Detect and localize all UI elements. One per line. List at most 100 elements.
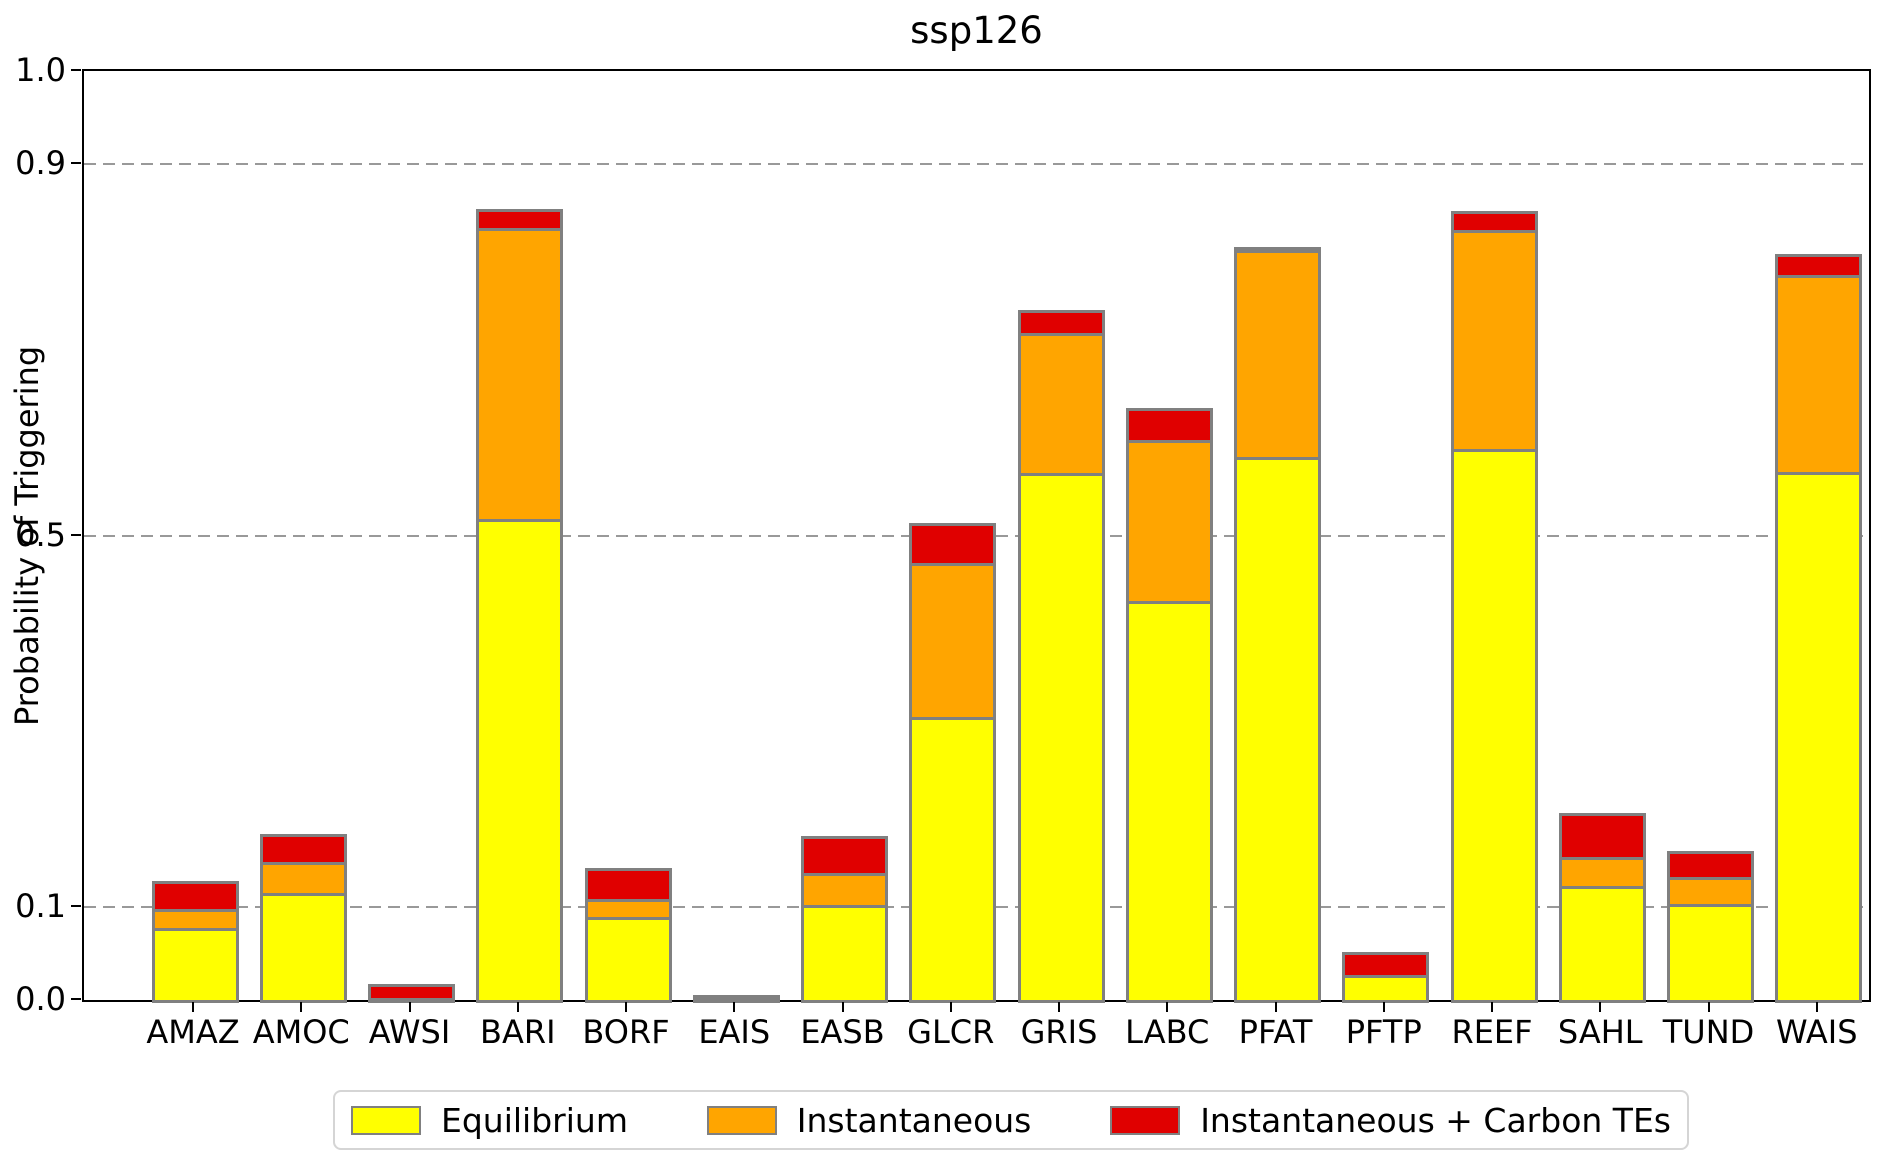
bar-segment-LABC-instantaneous (1125, 436, 1213, 605)
bar-AMOC (259, 71, 347, 1003)
bar-BORF (584, 71, 672, 1003)
bar-segment-AMOC-equilibrium (259, 890, 347, 1003)
chart-title: ssp126 (910, 8, 1043, 52)
y-tick-label-0.5: 0.5 (15, 515, 66, 554)
x-tick-mark-AWSI (408, 1002, 411, 1012)
bar-segment-SAHL-equilibrium (1558, 882, 1646, 1003)
bar-segment-SAHL-instantaneous-carbon-tes (1558, 813, 1646, 860)
bar-segment-BORF-instantaneous-carbon-tes (584, 867, 672, 902)
legend-color-patch (1110, 1105, 1181, 1135)
bar-segment-WAIS-instantaneous-carbon-tes (1775, 253, 1863, 279)
plot-area (82, 69, 1871, 1003)
x-tick-label-EASB: EASB (800, 1013, 885, 1051)
y-tick-mark-0.9 (71, 161, 81, 164)
x-tick-label-GRIS: GRIS (1020, 1013, 1098, 1051)
x-tick-label-PFAT: PFAT (1238, 1013, 1313, 1051)
bar-segment-EAIS-instantaneous-carbon-tes (692, 995, 780, 1002)
bar-segment-PFTP-instantaneous-carbon-tes (1342, 952, 1430, 978)
x-tick-label-BORF: BORF (582, 1013, 670, 1051)
x-tick-label-WAIS: WAIS (1775, 1013, 1858, 1051)
x-tick-label-PFTP: PFTP (1345, 1013, 1422, 1051)
x-tick-mark-LABC (1166, 1002, 1169, 1012)
bar-segment-LABC-instantaneous-carbon-tes (1125, 408, 1213, 443)
bar-segment-REEF-instantaneous (1450, 226, 1538, 453)
x-tick-label-AWSI: AWSI (368, 1013, 451, 1051)
bar-segment-GLCR-instantaneous-carbon-tes (909, 523, 997, 567)
x-tick-label-EAIS: EAIS (698, 1013, 771, 1051)
bar-segment-GRIS-instantaneous (1017, 330, 1105, 477)
x-tick-mark-EASB (841, 1002, 844, 1012)
x-tick-label-TUND: TUND (1662, 1013, 1755, 1051)
bar-segment-GRIS-instantaneous-carbon-tes (1017, 309, 1105, 336)
x-tick-mark-AMAZ (192, 1002, 194, 1012)
legend-item-instantaneous: Instantaneous (706, 1100, 1032, 1140)
x-tick-mark-WAIS (1815, 1002, 1818, 1012)
bar-PFTP (1342, 71, 1430, 1003)
bar-segment-TUND-equilibrium (1667, 901, 1754, 1003)
x-tick-mark-AMOC (300, 1002, 303, 1012)
bar-segment-PFAT-instantaneous-carbon-tes (1234, 247, 1321, 254)
x-tick-mark-BARI (516, 1002, 519, 1012)
bar-segment-EASB-instantaneous (801, 869, 888, 909)
y-tick-mark-1.0 (71, 69, 81, 71)
y-tick-label-0.1: 0.1 (15, 887, 66, 926)
bar-segment-AMAZ-equilibrium (151, 924, 239, 1003)
bar-segment-LABC-equilibrium (1125, 598, 1213, 1003)
bar-TUND (1667, 71, 1754, 1003)
y-tick-mark-0.0 (71, 998, 81, 1000)
x-tick-label-AMOC: AMOC (252, 1013, 350, 1051)
y-tick-label-0.9: 0.9 (15, 143, 66, 182)
legend: Equilibrium Instantaneous Instantaneous + … (333, 1090, 1689, 1150)
y-tick-mark-0.5 (71, 533, 81, 536)
bar-SAHL (1558, 71, 1646, 1003)
bar-segment-REEF-instantaneous-carbon-tes (1450, 211, 1538, 233)
bar-GLCR (909, 71, 997, 1003)
bar-segment-GLCR-instantaneous (909, 560, 997, 720)
x-tick-mark-PFAT (1274, 1002, 1277, 1012)
legend-color-patch (706, 1105, 777, 1135)
x-tick-label-LABC: LABC (1125, 1013, 1210, 1051)
x-tick-mark-SAHL (1599, 1002, 1602, 1012)
x-tick-mark-GRIS (1058, 1002, 1060, 1012)
bar-segment-BARI-instantaneous (476, 225, 564, 522)
bar-segment-PFAT-equilibrium (1234, 454, 1321, 1003)
bar-segment-AMAZ-instantaneous-carbon-tes (151, 880, 239, 912)
bar-EASB (801, 71, 888, 1003)
x-tick-mark-TUND (1707, 1002, 1710, 1012)
bar-AWSI (368, 71, 455, 1003)
legend-color-patch (351, 1105, 421, 1135)
bar-segment-AMOC-instantaneous-carbon-tes (259, 834, 347, 865)
legend-label: Instantaneous + Carbon TEs (1200, 1100, 1671, 1140)
bar-WAIS (1775, 71, 1863, 1003)
x-tick-label-SAHL: SAHL (1557, 1013, 1643, 1051)
y-tick-label-0.0: 0.0 (15, 980, 66, 1018)
bar-EAIS (692, 71, 780, 1003)
bar-segment-PFAT-instantaneous (1234, 247, 1321, 461)
x-tick-label-GLCR: GLCR (907, 1013, 995, 1051)
bar-segment-EASB-equilibrium (801, 902, 888, 1003)
bar-segment-BARI-equilibrium (476, 515, 564, 1003)
bar-GRIS (1017, 71, 1105, 1003)
bar-segment-WAIS-instantaneous (1775, 272, 1863, 476)
x-tick-label-BARI: BARI (479, 1013, 556, 1051)
bar-segment-TUND-instantaneous-carbon-tes (1667, 851, 1754, 881)
x-tick-mark-EAIS (733, 1002, 736, 1012)
legend-item-equilibrium: Equilibrium (351, 1101, 628, 1140)
bar-PFAT (1234, 71, 1321, 1003)
bar-segment-EASB-instantaneous-carbon-tes (801, 836, 888, 876)
legend-label: Instantaneous (796, 1100, 1032, 1140)
legend-item-instantaneous-carbon-tes: Instantaneous + Carbon TEs (1110, 1101, 1671, 1140)
bar-segment-WAIS-equilibrium (1775, 469, 1863, 1003)
bar-segment-BARI-instantaneous-carbon-tes (476, 209, 564, 232)
x-tick-mark-BORF (625, 1002, 627, 1012)
bar-segment-GRIS-equilibrium (1017, 470, 1105, 1003)
x-tick-label-REEF: REEF (1451, 1013, 1533, 1051)
bar-segment-REEF-equilibrium (1450, 446, 1538, 1003)
y-tick-label-1.0: 1.0 (15, 51, 66, 89)
bar-LABC (1125, 71, 1213, 1003)
bar-REEF (1450, 71, 1538, 1003)
y-tick-mark-0.1 (71, 905, 81, 908)
bar-BARI (476, 71, 564, 1003)
bar-segment-AWSI-instantaneous-carbon-tes (368, 984, 455, 1002)
